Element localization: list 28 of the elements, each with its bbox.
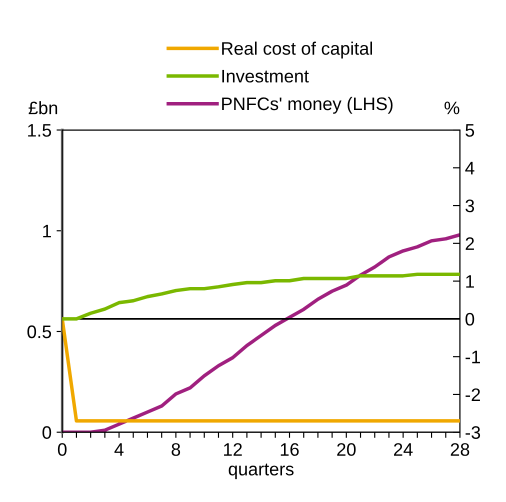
y2-tick-label: 4 — [465, 162, 474, 174]
x-tick-label: 12 — [224, 443, 242, 456]
y2-axis-title: % — [444, 102, 460, 114]
legend-label: Investment — [222, 70, 309, 83]
legend-label: Real cost of capital — [222, 42, 372, 58]
y-tick-label: 1.5 — [28, 124, 52, 137]
y2-tick-label: -2 — [466, 388, 480, 401]
y-tick-label: 0 — [42, 426, 52, 439]
y2-tick-label: 5 — [466, 124, 474, 137]
y-tick-label: 1 — [43, 224, 51, 238]
y2-tick-label: 3 — [466, 200, 474, 212]
line-series — [62, 272, 460, 321]
y2-tick-label: 2 — [466, 237, 474, 250]
y-axis-title: £bn — [28, 101, 58, 114]
x-tick-label: 4 — [114, 443, 124, 456]
x-tick-label: 24 — [394, 443, 413, 456]
legend-label: PNFCs' money (LHS) — [222, 96, 393, 114]
x-tick-label: 20 — [337, 443, 356, 456]
x-tick-label: 16 — [280, 443, 299, 456]
y2-tick-label: 0 — [466, 312, 474, 326]
x-tick-label: 0 — [58, 443, 67, 456]
y-tick-label: 0.5 — [27, 325, 52, 338]
y2-tick-label: 1 — [466, 275, 474, 288]
y2-tick-label: -3 — [466, 426, 480, 439]
x-tick-label: 8 — [172, 443, 180, 456]
y2-tick-label: -1 — [466, 350, 480, 364]
x-tick-label: 28 — [450, 443, 470, 456]
x-axis-title: quarters — [228, 464, 294, 480]
